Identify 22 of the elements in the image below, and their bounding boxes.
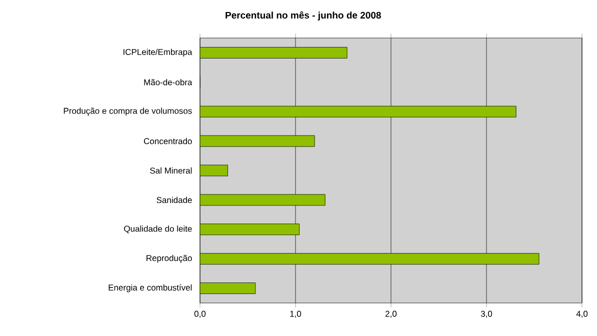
chart-title: Percentual no mês - junho de 2008 <box>226 11 381 20</box>
x-tick-label: 2,0 <box>386 310 397 318</box>
y-tick-label: Sanidade <box>156 196 192 204</box>
y-tick-label: Sal Mineral <box>150 167 192 174</box>
x-tick-label: 3,0 <box>480 310 492 318</box>
bar <box>200 194 326 206</box>
x-tick-label: 0,0 <box>194 310 206 318</box>
y-tick-label: Mão-de-obra <box>144 79 192 86</box>
y-tick-label: ICPLeite/Embrapa <box>124 48 192 57</box>
y-tick-label: Produção e compra de volumosos <box>64 108 192 116</box>
x-tick-label: 4,0 <box>576 310 588 318</box>
y-tick-label: Energia e combustível <box>108 284 192 292</box>
x-tick-label: 1,0 <box>290 310 302 318</box>
y-tick-label: Concentrado <box>144 138 192 144</box>
bar <box>200 106 516 118</box>
bar <box>200 253 540 265</box>
bar <box>200 282 256 294</box>
y-tick-label: Reprodução <box>146 254 192 263</box>
bar <box>200 47 348 58</box>
bar <box>200 224 300 236</box>
y-tick-label: Qualidade do leite <box>124 225 192 234</box>
bar <box>200 135 315 147</box>
